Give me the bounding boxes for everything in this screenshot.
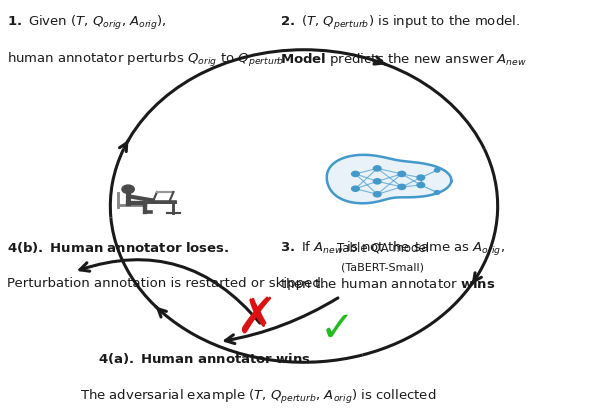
Circle shape bbox=[398, 185, 406, 190]
Text: $\mathbf{Model}$ predicts the new answer $\mathit{A}_{new}$: $\mathbf{Model}$ predicts the new answer… bbox=[280, 51, 527, 68]
Text: (TaBERT-Small): (TaBERT-Small) bbox=[341, 262, 424, 272]
Text: $\mathbf{4(b).\ Human\ annotator\ loses.}$: $\mathbf{4(b).\ Human\ annotator\ loses.… bbox=[7, 239, 230, 254]
Text: $\mathbf{4(a).\ Human\ annotator\ wins.}$: $\mathbf{4(a).\ Human\ annotator\ wins.}… bbox=[98, 350, 316, 365]
Circle shape bbox=[435, 169, 440, 173]
Text: ✗: ✗ bbox=[235, 295, 277, 342]
Circle shape bbox=[435, 191, 440, 195]
Polygon shape bbox=[326, 155, 451, 204]
Text: then the human annotator $\mathbf{wins}$: then the human annotator $\mathbf{wins}$ bbox=[280, 276, 496, 290]
Text: ✓: ✓ bbox=[320, 307, 354, 349]
Circle shape bbox=[351, 187, 359, 192]
Text: $\mathbf{3.}$ If $\mathit{A}_{new}$ is not the same as $\mathit{A}_{orig}$,: $\mathbf{3.}$ If $\mathit{A}_{new}$ is n… bbox=[280, 239, 505, 257]
Circle shape bbox=[398, 172, 406, 177]
Circle shape bbox=[122, 185, 134, 194]
Text: $\mathbf{1.}$ Given ($\mathit{T}$, $\mathit{Q}_{orig}$, $\mathit{A}_{orig}$),: $\mathbf{1.}$ Given ($\mathit{T}$, $\mat… bbox=[7, 14, 167, 32]
Circle shape bbox=[351, 172, 359, 177]
Text: $\mathbf{2.}$ ($\mathit{T}$, $\mathit{Q}_{perturb}$) is input to the model.: $\mathbf{2.}$ ($\mathit{T}$, $\mathit{Q}… bbox=[280, 14, 520, 32]
Circle shape bbox=[417, 176, 424, 181]
Text: Table QA model: Table QA model bbox=[337, 241, 429, 254]
Circle shape bbox=[373, 179, 381, 185]
Circle shape bbox=[417, 183, 424, 188]
Circle shape bbox=[373, 192, 381, 197]
Circle shape bbox=[373, 166, 381, 171]
Text: Perturbation annotation is restarted or skipped.: Perturbation annotation is restarted or … bbox=[7, 276, 325, 289]
Text: human annotator perturbs $\mathit{Q}_{orig}$ to $\mathit{Q}_{perturb}$: human annotator perturbs $\mathit{Q}_{or… bbox=[7, 51, 285, 69]
Text: The adversarial example ($\mathit{T}$, $\mathit{Q}_{perturb}$, $\mathit{A}_{orig: The adversarial example ($\mathit{T}$, $… bbox=[80, 387, 437, 405]
